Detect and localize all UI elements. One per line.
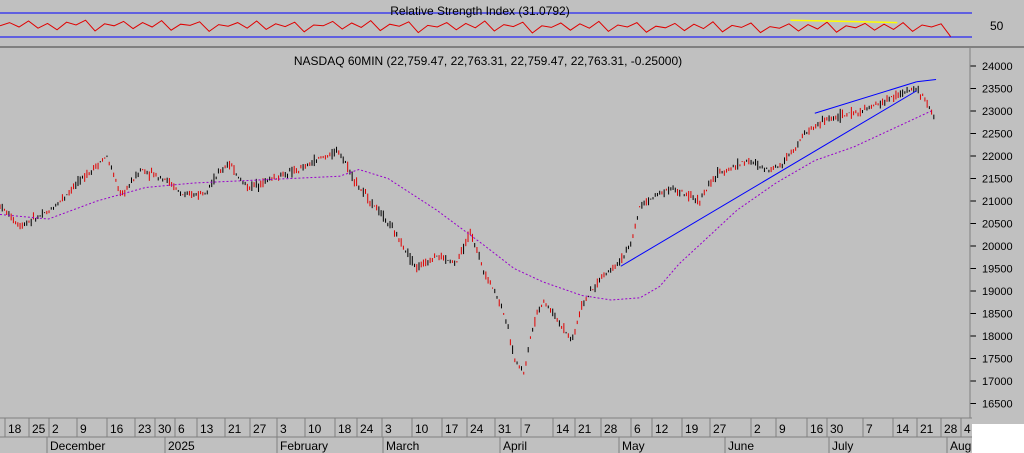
x-day-label: 16	[810, 422, 824, 436]
x-month-label: 2025	[168, 439, 195, 453]
x-day-label: 10	[308, 422, 322, 436]
trendlines	[620, 79, 937, 267]
x-day-label: 25	[32, 422, 46, 436]
price-y-axis: 16500 17000 17500 18000 18500 19000 19500 20000…	[969, 48, 1013, 418]
x-day-label: 6	[178, 422, 185, 436]
y-tick-label: 24000	[982, 61, 1013, 73]
trendline	[814, 81, 917, 114]
x-day-label: 21	[920, 422, 934, 436]
price-panel: NASDAQ 60MIN (22,759.47, 22,763.31, 22,7…	[0, 48, 1013, 418]
x-day-label: 31	[498, 422, 512, 436]
candlesticks	[0, 85, 935, 375]
x-month-label: June	[728, 439, 754, 453]
x-month-label: May	[622, 439, 645, 453]
y-tick-label: 18000	[982, 331, 1013, 343]
x-day-label: 3	[385, 422, 392, 436]
y-tick-label: 20000	[982, 241, 1013, 253]
rsi-line	[0, 19, 952, 37]
x-day-label: 27	[253, 422, 267, 436]
x-day-label: 23	[138, 422, 152, 436]
x-day-label: 3	[280, 422, 287, 436]
y-tick-label: 22500	[982, 129, 1013, 141]
y-tick-label: 17000	[982, 376, 1013, 388]
x-day-labels: 18 25 2 9 16 23 30 6 13 21 27 3 10 18 24 3 10 17 24 31 7 14 21…	[4, 418, 971, 437]
x-day-label: 6	[634, 422, 641, 436]
x-month-label: February	[280, 439, 328, 453]
x-day-label: 2	[754, 422, 761, 436]
corner-blank	[972, 424, 1024, 453]
x-day-label: 14	[556, 422, 570, 436]
y-tick-label: 23500	[982, 84, 1013, 96]
y-tick-label: 19500	[982, 264, 1013, 276]
x-day-label: 14	[896, 422, 910, 436]
x-day-label: 4	[964, 422, 971, 436]
y-tick-label: 17500	[982, 354, 1013, 366]
x-day-label: 21	[578, 422, 592, 436]
y-tick-label: 21000	[982, 196, 1013, 208]
y-tick-label: 19000	[982, 286, 1013, 298]
x-month-label: April	[503, 439, 527, 453]
rsi-panel: Relative Strength Index (31.0792) 50	[0, 4, 1004, 38]
trendline	[916, 79, 937, 83]
rsi-title: Relative Strength Index (31.0792)	[390, 4, 569, 18]
x-day-label: 24	[470, 422, 484, 436]
x-axis: 18 25 2 9 16 23 30 6 13 21 27 3 10 18 24 3 10 17 24 31 7 14 21…	[0, 417, 978, 453]
trendline	[620, 90, 917, 267]
rsi-tick-label: 50	[990, 19, 1004, 33]
x-month-label: December	[50, 439, 105, 453]
y-tick-label: 23000	[982, 106, 1013, 118]
y-tick-label: 20500	[982, 219, 1013, 231]
x-month-labels: December 2025 February March April May June Jul…	[46, 437, 978, 453]
price-title: NASDAQ 60MIN (22,759.47, 22,763.31, 22,7…	[294, 54, 682, 68]
x-day-label: 18	[8, 422, 22, 436]
x-day-label: 13	[200, 422, 214, 436]
y-tick-label: 18500	[982, 309, 1013, 321]
x-day-label: 17	[445, 422, 459, 436]
x-day-label: 27	[713, 422, 727, 436]
x-month-label: Augu	[950, 439, 978, 453]
x-day-label: 9	[779, 422, 786, 436]
y-tick-label: 22000	[982, 151, 1013, 163]
x-day-label: 19	[685, 422, 699, 436]
x-day-label: 28	[604, 422, 618, 436]
x-day-label: 12	[655, 422, 669, 436]
y-tick-label: 16500	[982, 399, 1013, 411]
x-day-label: 30	[158, 422, 172, 436]
x-day-label: 30	[830, 422, 844, 436]
y-tick-label: 21500	[982, 174, 1013, 186]
x-day-label: 16	[110, 422, 124, 436]
x-day-label: 28	[944, 422, 958, 436]
x-month-label: March	[386, 439, 419, 453]
x-day-label: 2	[52, 422, 59, 436]
rsi-trendline	[790, 19, 898, 24]
x-day-label: 21	[228, 422, 242, 436]
x-day-label: 9	[80, 422, 87, 436]
x-day-label: 7	[866, 422, 873, 436]
x-month-label: July	[832, 439, 853, 453]
x-day-label: 10	[415, 422, 429, 436]
x-day-label: 7	[524, 422, 531, 436]
x-day-label: 18	[338, 422, 352, 436]
x-day-label: 24	[360, 422, 374, 436]
